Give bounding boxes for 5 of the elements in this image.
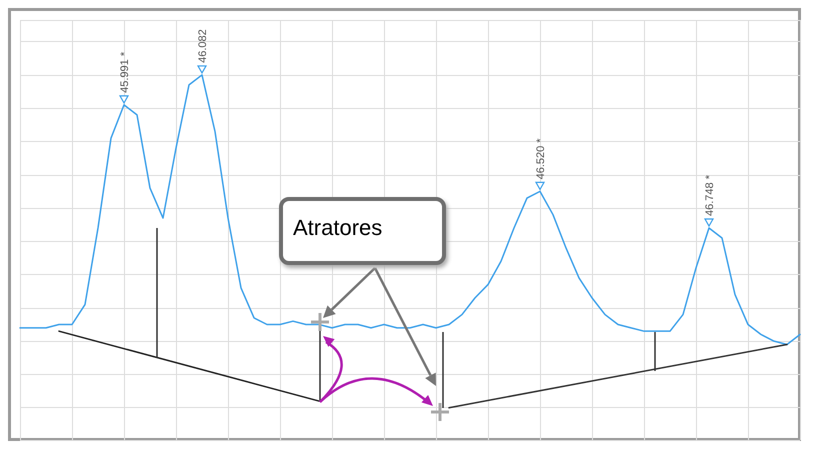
annotation: 46.520 * [535, 138, 547, 180]
annotation: 45.991 * [119, 51, 131, 93]
callout-box: Atratores [279, 197, 446, 265]
text: 46.082 [197, 29, 209, 63]
annotation: 46.748 * [704, 174, 716, 216]
